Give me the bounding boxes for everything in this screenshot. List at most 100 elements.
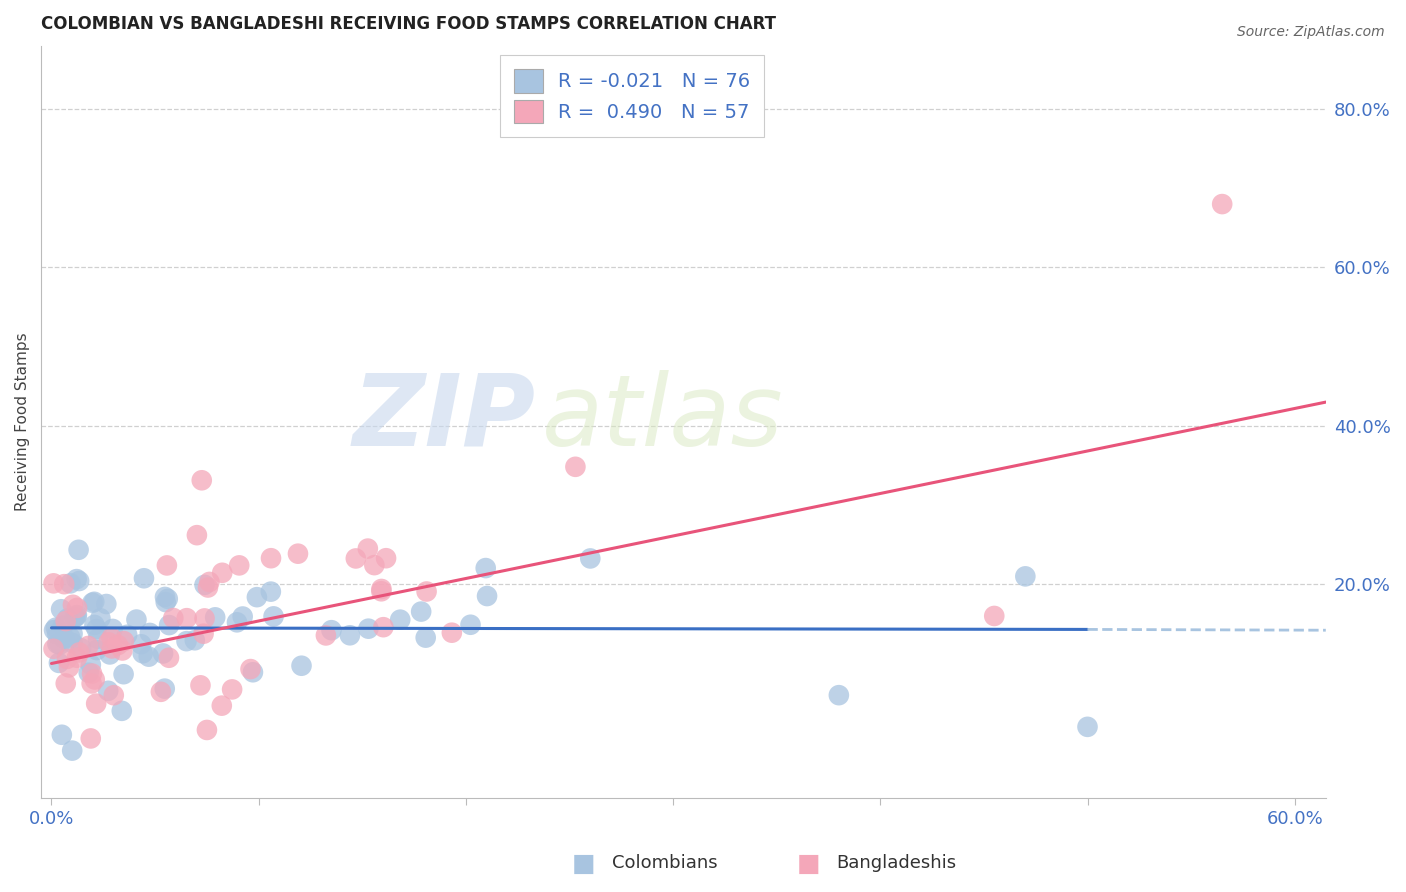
Point: [86, 622, 108, 636]
Point: [132, 571, 155, 585]
Point: [82, 596, 104, 610]
Point: [162, 611, 184, 625]
Point: [155, 595, 177, 609]
Point: [176, 634, 198, 648]
Point: [55, 676, 77, 690]
Point: [197, 581, 219, 595]
Text: COLOMBIAN VS BANGLADESHI RECEIVING FOOD STAMPS CORRELATION CHART: COLOMBIAN VS BANGLADESHI RECEIVING FOOD …: [41, 15, 776, 33]
Point: [232, 609, 254, 624]
Point: [157, 618, 180, 632]
Point: [100, 631, 122, 645]
Point: [344, 551, 367, 566]
Point: [48, 656, 70, 670]
Point: [239, 662, 262, 676]
Point: [103, 688, 125, 702]
Text: Source: ZipAtlas.com: Source: ZipAtlas.com: [1237, 25, 1385, 39]
Point: [52, 619, 75, 633]
Point: [193, 578, 215, 592]
Point: [156, 591, 179, 606]
Point: [101, 641, 124, 656]
Point: [67, 542, 90, 557]
Point: [242, 665, 264, 680]
Point: [53, 631, 76, 645]
Point: [59, 576, 82, 591]
Point: [84, 697, 107, 711]
Point: [246, 590, 269, 604]
Point: [59, 630, 82, 644]
Point: [83, 618, 105, 632]
Point: [125, 613, 148, 627]
Point: [321, 623, 343, 637]
Point: [193, 626, 215, 640]
Point: [42, 576, 65, 591]
Point: [66, 572, 89, 586]
Point: [339, 628, 361, 642]
Point: [60, 743, 83, 757]
Point: [1014, 569, 1036, 583]
Point: [440, 625, 463, 640]
Point: [66, 650, 89, 665]
Text: atlas: atlas: [543, 369, 783, 467]
Point: [53, 577, 76, 591]
Point: [1076, 720, 1098, 734]
Point: [67, 645, 90, 659]
Point: [411, 605, 433, 619]
Point: [80, 657, 103, 672]
Point: [190, 473, 212, 487]
Point: [138, 649, 160, 664]
Point: [98, 648, 121, 662]
Point: [63, 610, 86, 624]
Point: [89, 611, 111, 625]
Point: [77, 639, 100, 653]
Point: [211, 698, 233, 713]
Y-axis label: Receiving Food Stamps: Receiving Food Stamps: [15, 333, 30, 511]
Point: [375, 551, 398, 566]
Point: [370, 582, 392, 596]
Point: [226, 615, 249, 630]
Point: [62, 626, 84, 640]
Point: [97, 683, 120, 698]
Point: [115, 628, 138, 642]
Point: [474, 561, 496, 575]
Point: [42, 623, 65, 637]
Point: [228, 558, 250, 573]
Point: [56, 652, 79, 666]
Point: [370, 584, 392, 599]
Point: [45, 621, 67, 635]
Point: [111, 643, 134, 657]
Point: [157, 650, 180, 665]
Point: [211, 566, 233, 580]
Point: [221, 682, 243, 697]
Point: [62, 636, 84, 650]
Point: [83, 595, 105, 609]
Point: [55, 614, 77, 628]
Text: ■: ■: [797, 852, 820, 875]
Point: [460, 617, 482, 632]
Point: [153, 681, 176, 696]
Text: Colombians: Colombians: [612, 855, 717, 872]
Point: [112, 667, 135, 681]
Point: [828, 688, 851, 702]
Point: [287, 547, 309, 561]
Point: [49, 638, 72, 652]
Point: [186, 528, 208, 542]
Point: [80, 666, 103, 681]
Point: [363, 558, 385, 573]
Point: [152, 647, 174, 661]
Point: [112, 634, 135, 648]
Legend: R = -0.021   N = 76, R =  0.490   N = 57: R = -0.021 N = 76, R = 0.490 N = 57: [501, 55, 763, 136]
Point: [198, 574, 221, 589]
Point: [204, 610, 226, 624]
Point: [415, 631, 437, 645]
Point: [389, 613, 412, 627]
Text: ZIP: ZIP: [353, 369, 536, 467]
Point: [129, 637, 152, 651]
Point: [49, 602, 72, 616]
Point: [56, 611, 79, 625]
Point: [290, 658, 312, 673]
Point: [415, 584, 437, 599]
Point: [315, 628, 337, 642]
Point: [193, 611, 215, 625]
Point: [58, 660, 80, 674]
Point: [46, 627, 69, 641]
